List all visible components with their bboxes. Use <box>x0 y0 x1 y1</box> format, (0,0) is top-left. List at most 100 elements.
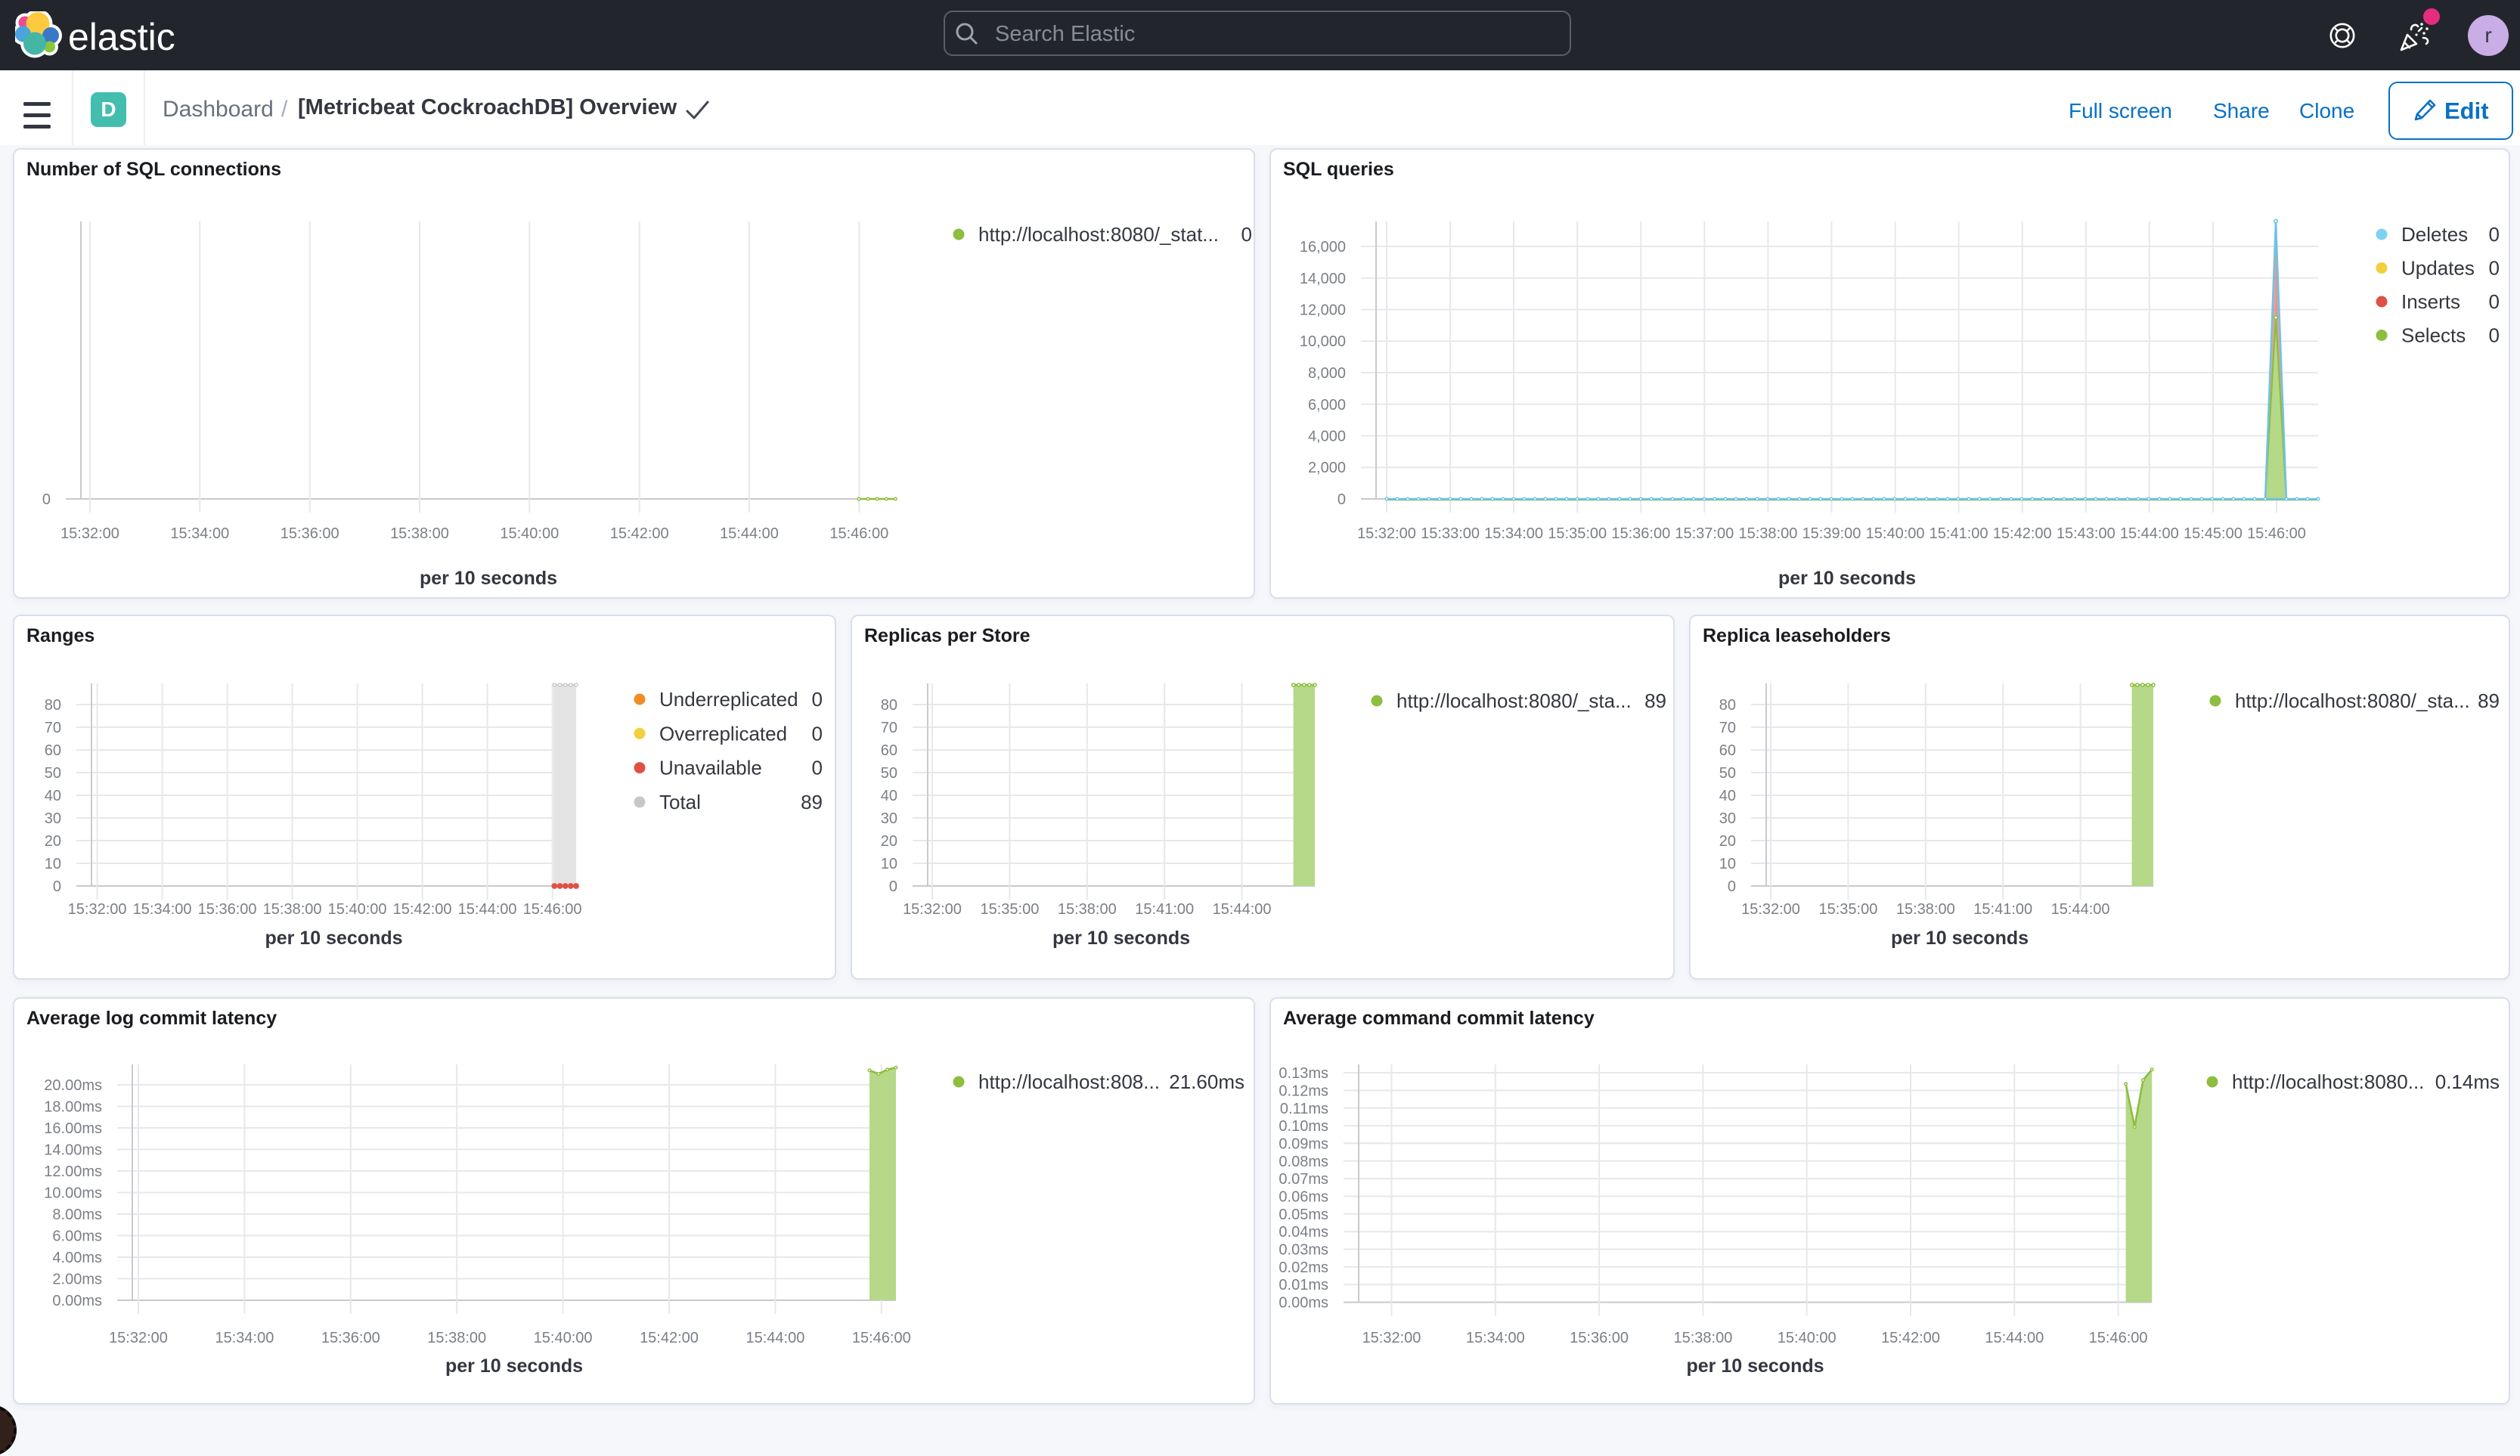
svg-text:10: 10 <box>881 856 897 872</box>
svg-text:Selects: Selects <box>2401 324 2466 347</box>
svg-text:15:42:00: 15:42:00 <box>610 525 669 542</box>
svg-text:15:34:00: 15:34:00 <box>133 901 192 918</box>
svg-text:0.00ms: 0.00ms <box>52 1293 102 1309</box>
svg-text:0.06ms: 0.06ms <box>1279 1189 1328 1206</box>
svg-text:20.00ms: 20.00ms <box>44 1077 102 1094</box>
svg-text:18.00ms: 18.00ms <box>44 1099 102 1116</box>
svg-text:15:38:00: 15:38:00 <box>427 1330 486 1346</box>
svg-text:15:42:00: 15:42:00 <box>393 901 452 918</box>
svg-text:15:38:00: 15:38:00 <box>263 901 322 918</box>
svg-text:10,000: 10,000 <box>1300 333 1346 350</box>
svg-text:6,000: 6,000 <box>1308 397 1346 414</box>
svg-text:8.00ms: 8.00ms <box>52 1207 102 1223</box>
svg-text:15:34:00: 15:34:00 <box>170 525 229 542</box>
svg-text:0.11ms: 0.11ms <box>1280 1101 1328 1117</box>
svg-text:80: 80 <box>1719 697 1736 714</box>
svg-text:10.00ms: 10.00ms <box>44 1185 102 1202</box>
svg-text:15:41:00: 15:41:00 <box>1930 525 1988 542</box>
svg-text:16.00ms: 16.00ms <box>44 1120 102 1137</box>
svg-text:0: 0 <box>1337 491 1346 508</box>
svg-text:0.10ms: 0.10ms <box>1279 1118 1328 1135</box>
svg-text:15:42:00: 15:42:00 <box>640 1330 699 1346</box>
svg-text:15:45:00: 15:45:00 <box>2184 525 2243 542</box>
svg-text:6.00ms: 6.00ms <box>52 1228 102 1245</box>
svg-text:SQL queries: SQL queries <box>1283 159 1394 180</box>
svg-text:40: 40 <box>881 788 897 804</box>
svg-text:Ranges: Ranges <box>26 625 95 646</box>
svg-text:15:35:00: 15:35:00 <box>980 901 1039 918</box>
svg-text:15:46:00: 15:46:00 <box>852 1330 911 1346</box>
svg-text:0: 0 <box>812 688 823 711</box>
svg-text:Replicas per Store: Replicas per Store <box>864 625 1031 646</box>
svg-text:15:44:00: 15:44:00 <box>1985 1330 2044 1346</box>
svg-text:per 10 seconds: per 10 seconds <box>1891 928 2029 949</box>
svg-text:10: 10 <box>45 856 61 872</box>
svg-text:89: 89 <box>1644 689 1666 712</box>
svg-text:15:35:00: 15:35:00 <box>1548 525 1607 542</box>
svg-text:0.01ms: 0.01ms <box>1279 1277 1328 1293</box>
svg-text:15:40:00: 15:40:00 <box>534 1330 593 1346</box>
svg-text:15:40:00: 15:40:00 <box>1866 525 1925 542</box>
svg-text:40: 40 <box>45 788 61 804</box>
svg-text:89: 89 <box>801 791 823 813</box>
svg-text:15:44:00: 15:44:00 <box>745 1330 804 1346</box>
svg-text:50: 50 <box>45 765 61 782</box>
svg-text:70: 70 <box>45 720 61 736</box>
svg-text:15:42:00: 15:42:00 <box>1881 1330 1940 1346</box>
svg-text:15:46:00: 15:46:00 <box>2089 1330 2148 1346</box>
svg-text:15:41:00: 15:41:00 <box>1135 901 1194 918</box>
svg-text:http://localhost:8080/_stat...: http://localhost:8080/_stat... <box>978 223 1219 246</box>
svg-text:70: 70 <box>1719 720 1736 736</box>
svg-text:0: 0 <box>53 878 61 895</box>
svg-text:80: 80 <box>45 697 61 714</box>
svg-text:Overreplicated: Overreplicated <box>659 722 787 745</box>
svg-text:per 10 seconds: per 10 seconds <box>445 1355 583 1377</box>
svg-text:15:38:00: 15:38:00 <box>390 525 449 542</box>
svg-text:15:32:00: 15:32:00 <box>1362 1330 1421 1346</box>
svg-text:8,000: 8,000 <box>1308 365 1346 382</box>
svg-text:per 10 seconds: per 10 seconds <box>265 928 402 949</box>
svg-text:15:36:00: 15:36:00 <box>1570 1330 1629 1346</box>
svg-text:15:36:00: 15:36:00 <box>321 1330 380 1346</box>
svg-text:15:32:00: 15:32:00 <box>68 901 127 918</box>
svg-text:Deletes: Deletes <box>2401 223 2468 246</box>
svg-text:per 10 seconds: per 10 seconds <box>1052 928 1190 949</box>
svg-text:Replica leaseholders: Replica leaseholders <box>1703 625 1891 646</box>
svg-text:0.00ms: 0.00ms <box>1279 1295 1328 1312</box>
svg-text:15:44:00: 15:44:00 <box>2051 901 2110 918</box>
svg-text:15:39:00: 15:39:00 <box>1802 525 1861 542</box>
svg-text:40: 40 <box>1719 788 1736 804</box>
svg-text:Average command commit latency: Average command commit latency <box>1283 1008 1595 1029</box>
svg-text:http://localhost:8080...: http://localhost:8080... <box>2232 1070 2424 1093</box>
svg-text:10: 10 <box>1719 856 1736 872</box>
svg-text:2,000: 2,000 <box>1308 460 1346 476</box>
svg-text:0.05ms: 0.05ms <box>1279 1207 1328 1223</box>
svg-text:15:42:00: 15:42:00 <box>1993 525 2052 542</box>
svg-text:30: 30 <box>45 810 61 827</box>
svg-text:20: 20 <box>881 833 897 850</box>
svg-text:0: 0 <box>2489 257 2500 280</box>
svg-text:15:36:00: 15:36:00 <box>198 901 257 918</box>
svg-text:15:44:00: 15:44:00 <box>458 901 517 918</box>
svg-text:per 10 seconds: per 10 seconds <box>420 568 557 589</box>
svg-text:0.13ms: 0.13ms <box>1279 1065 1328 1082</box>
svg-text:15:46:00: 15:46:00 <box>2247 525 2306 542</box>
svg-text:Number of SQL connections: Number of SQL connections <box>26 159 281 180</box>
svg-text:60: 60 <box>881 742 897 759</box>
svg-text:21.60ms: 21.60ms <box>1169 1070 1245 1093</box>
svg-text:15:40:00: 15:40:00 <box>328 901 387 918</box>
svg-text:15:44:00: 15:44:00 <box>1213 901 1272 918</box>
svg-text:0.08ms: 0.08ms <box>1279 1154 1328 1170</box>
svg-text:15:46:00: 15:46:00 <box>829 525 888 542</box>
svg-text:15:40:00: 15:40:00 <box>1778 1330 1837 1346</box>
svg-text:15:33:00: 15:33:00 <box>1421 525 1480 542</box>
svg-text:15:34:00: 15:34:00 <box>1484 525 1543 542</box>
svg-text:15:32:00: 15:32:00 <box>60 525 119 542</box>
svg-text:15:37:00: 15:37:00 <box>1675 525 1734 542</box>
svg-text:0: 0 <box>889 878 897 895</box>
svg-text:15:34:00: 15:34:00 <box>215 1330 274 1346</box>
svg-text:20: 20 <box>45 833 61 850</box>
svg-text:Updates: Updates <box>2401 257 2475 280</box>
svg-text:15:40:00: 15:40:00 <box>500 525 559 542</box>
svg-text:60: 60 <box>1719 742 1736 759</box>
